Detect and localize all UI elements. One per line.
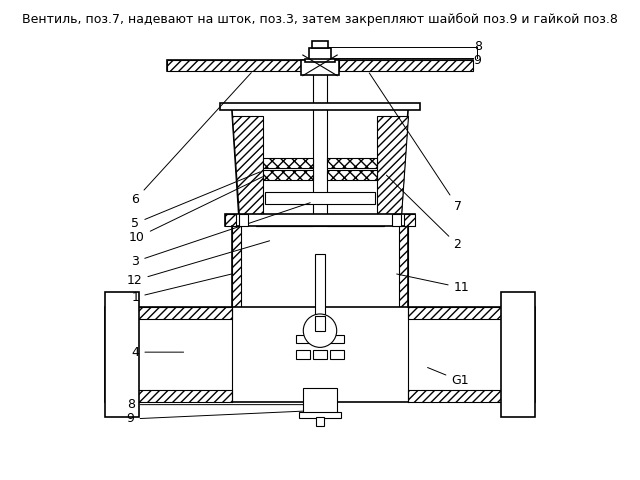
Text: 9: 9	[474, 54, 481, 67]
Bar	[167, 60, 473, 71]
Bar	[255, 216, 314, 226]
Bar	[255, 216, 385, 226]
Bar	[167, 60, 301, 71]
Text: 8: 8	[127, 398, 317, 411]
Text: 7: 7	[369, 73, 461, 213]
Bar	[316, 417, 324, 426]
Bar	[309, 48, 331, 60]
Text: 6: 6	[131, 72, 252, 206]
Polygon shape	[399, 226, 408, 307]
Polygon shape	[232, 107, 408, 216]
Bar	[315, 316, 325, 331]
Bar	[326, 170, 377, 180]
Bar	[312, 41, 328, 48]
Bar	[303, 388, 337, 414]
Bar	[301, 60, 339, 75]
Text: G1: G1	[428, 368, 469, 387]
Bar	[501, 292, 535, 417]
Text: 9: 9	[127, 410, 317, 425]
Bar	[105, 292, 139, 417]
Bar	[110, 307, 232, 319]
Bar	[110, 390, 232, 402]
Text: 1: 1	[131, 274, 232, 304]
Bar	[225, 214, 415, 226]
Bar	[263, 170, 314, 180]
Bar	[326, 158, 377, 168]
Text: 2: 2	[387, 175, 461, 251]
Text: 5: 5	[131, 172, 260, 230]
Bar	[326, 216, 385, 226]
Polygon shape	[232, 116, 263, 216]
Bar	[298, 412, 342, 418]
Bar	[265, 192, 375, 204]
Bar	[330, 350, 344, 360]
Text: 12: 12	[127, 241, 269, 287]
Text: Вентиль, поз.7, надевают на шток, поз.3, затем закрепляют шайбой поз.9 и гайкой : Вентиль, поз.7, надевают на шток, поз.3,…	[22, 13, 618, 26]
Bar	[105, 307, 535, 402]
Bar	[296, 350, 310, 360]
Bar	[392, 214, 401, 226]
Polygon shape	[377, 116, 408, 216]
Bar	[403, 214, 415, 226]
Bar	[305, 59, 335, 62]
Text: 4: 4	[131, 346, 184, 359]
Polygon shape	[232, 226, 241, 307]
Text: 8: 8	[474, 40, 482, 53]
Bar	[239, 214, 248, 226]
Bar	[296, 336, 344, 343]
Circle shape	[303, 314, 337, 348]
Bar	[339, 60, 473, 71]
Bar	[315, 254, 325, 331]
Bar	[313, 350, 327, 360]
Text: 11: 11	[397, 274, 469, 294]
Text: 3: 3	[131, 203, 310, 268]
Bar	[408, 307, 504, 319]
Bar	[225, 214, 237, 226]
Bar	[263, 158, 314, 168]
Text: 10: 10	[129, 177, 262, 244]
Bar	[220, 103, 420, 110]
Bar	[408, 390, 504, 402]
Bar	[314, 71, 326, 216]
